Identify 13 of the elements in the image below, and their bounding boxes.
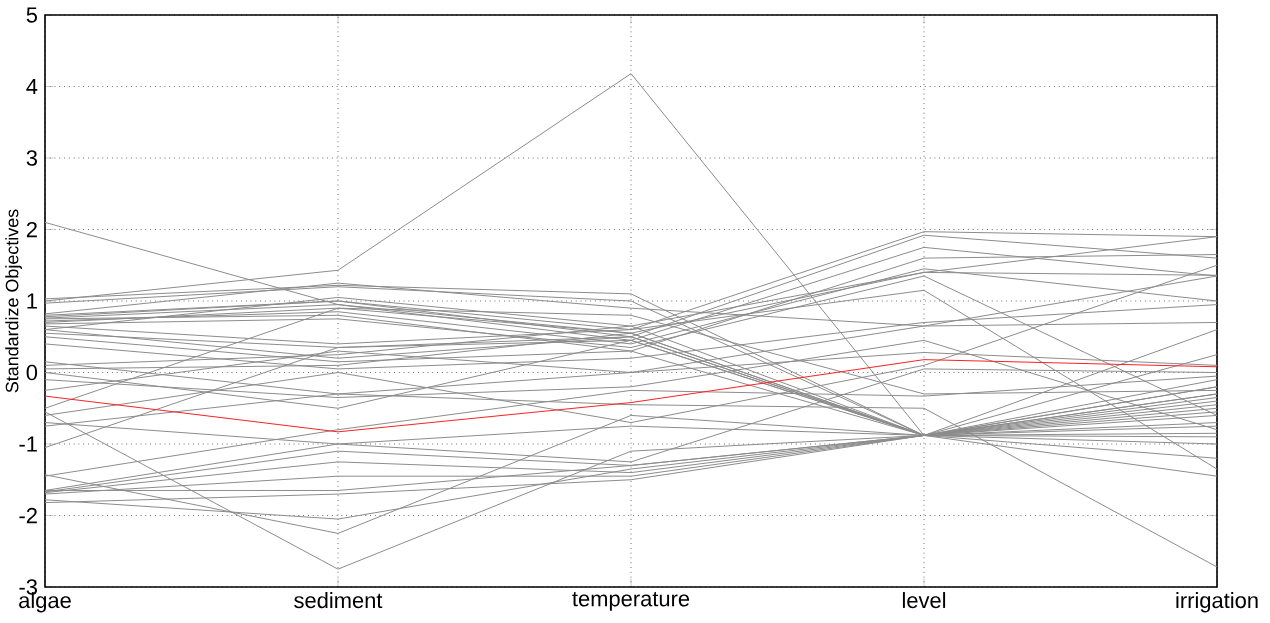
y-tick-label: -1 xyxy=(19,436,37,452)
y-tick-label: 5 xyxy=(26,7,38,23)
y-tick-label: 0 xyxy=(26,364,38,381)
x-tick-label: irrigation xyxy=(1176,592,1258,613)
y-tick-label: 2 xyxy=(26,221,37,238)
x-tick-label: sediment xyxy=(294,592,383,609)
y-tick-label: 1 xyxy=(27,293,37,309)
x-tick-label: level xyxy=(902,592,946,609)
x-tick-label: temperature xyxy=(572,592,690,611)
y-tick-label: -2 xyxy=(19,507,37,524)
y-axis-title: Standardize Objectives xyxy=(5,209,22,393)
y-tick-label: 3 xyxy=(26,150,37,166)
y-tick-label: 4 xyxy=(26,78,38,95)
